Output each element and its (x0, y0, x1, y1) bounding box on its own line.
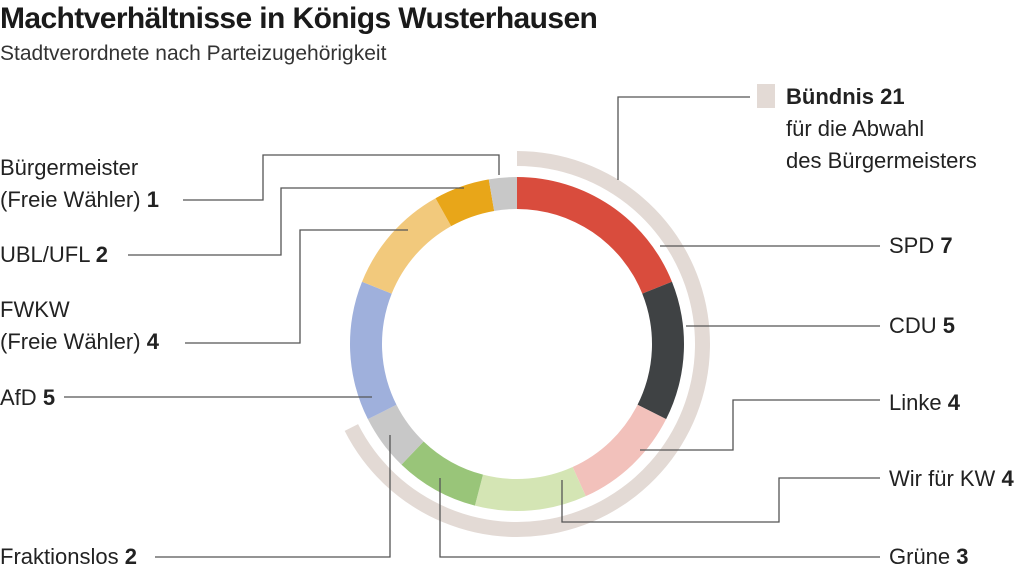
slice-wir-fuer-kw (474, 467, 586, 511)
leader-line-buendnis (617, 96, 750, 180)
slice-ubl-ufl (435, 179, 495, 227)
value-buergermeister: 1 (146, 187, 159, 212)
leader-line-linke (640, 399, 880, 451)
label-afd: AfD 5 (0, 385, 56, 410)
label-fraktionslos: Fraktionslos 2 (0, 544, 137, 569)
slice-linke (572, 404, 667, 497)
value-cdu: 5 (942, 313, 956, 338)
alliance-legend-swatch (757, 84, 775, 108)
chart-subtitle: Stadtverordnete nach Parteizugehörigkeit (0, 42, 387, 65)
slice-fraktionslos (367, 404, 424, 465)
value-gruene: 3 (956, 544, 969, 569)
slice-afd (349, 281, 397, 420)
leader-line-gruene (439, 478, 880, 558)
label-gruene: Grüne 3 (889, 544, 969, 569)
value-spd: 7 (940, 233, 953, 258)
value-fraktionslos: 2 (124, 544, 137, 569)
label-buendnis: Bündnis 21 für die Abwahl des Bürgermeis… (786, 81, 977, 177)
leader-line-buergermeister (183, 154, 500, 201)
chart-title: Machtverhältnisse in Königs Wusterhausen (0, 2, 598, 35)
value-wir: 4 (1001, 466, 1014, 491)
label-cdu: CDU 5 (889, 313, 956, 338)
leader-line-ubl (128, 187, 464, 256)
alliance-desc-2: des Bürgermeisters (786, 148, 977, 173)
alliance-name: Bündnis 21 (786, 84, 905, 109)
slice-cdu (637, 281, 684, 420)
label-fwkw: FWKW (Freie Wähler) 4 (0, 297, 159, 354)
label-ubl: UBL/UFL 2 (0, 242, 109, 267)
label-buergermeister: Bürgermeister (Freie Wähler) 1 (0, 155, 159, 212)
value-linke: 4 (947, 390, 960, 415)
leader-line-fraktionslos (155, 435, 391, 558)
leader-line-wir (561, 477, 880, 523)
slices-group (349, 177, 684, 511)
alliance-desc-1: für die Abwahl (786, 116, 925, 141)
label-spd: SPD 7 (889, 233, 953, 258)
value-fwkw: 4 (146, 329, 159, 354)
value-ubl: 2 (95, 242, 109, 267)
leader-line-fwkw (185, 229, 408, 344)
slice-spd (517, 177, 672, 294)
label-wir: Wir für KW 4 (889, 466, 1014, 491)
leader-lines-group (64, 96, 880, 558)
slice-buergermeister-freie-waehler (488, 177, 517, 211)
slice-fwkw-freie-waehler (362, 198, 452, 294)
value-afd: 5 (42, 385, 56, 410)
slice-gruene (401, 441, 483, 506)
label-linke: Linke 4 (889, 390, 960, 415)
